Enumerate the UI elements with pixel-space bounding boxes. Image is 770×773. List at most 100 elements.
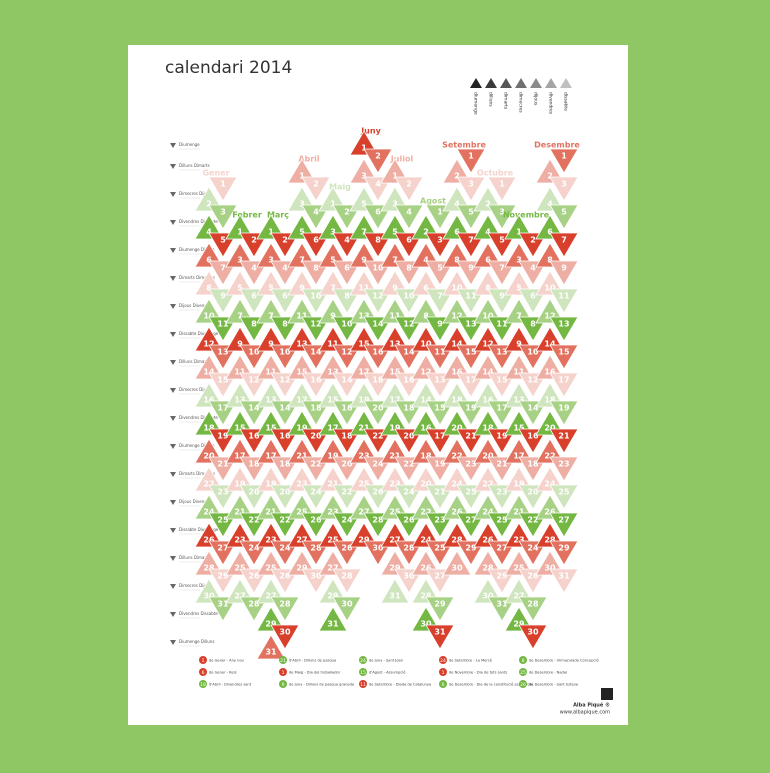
day-number: 7 xyxy=(361,228,367,237)
day-number: 17 xyxy=(465,376,476,385)
day-number: 14 xyxy=(482,368,494,377)
holiday-badge xyxy=(519,668,527,676)
day-cell xyxy=(549,316,579,342)
day-number: 18 xyxy=(372,376,384,385)
day-number: 5 xyxy=(330,256,336,265)
day-cell xyxy=(549,344,579,370)
day-number: 19 xyxy=(513,480,525,489)
holiday-text: de Setembre - Diada de Catalunya xyxy=(369,683,431,687)
day-number: 1 xyxy=(361,144,367,153)
day-number: 8 xyxy=(344,292,350,301)
day-number: 29 xyxy=(496,572,508,581)
day-number: 4 xyxy=(530,264,536,273)
holiday-day: 24 xyxy=(360,658,366,664)
day-number: 26 xyxy=(420,564,432,573)
day-number: 13 xyxy=(513,396,524,405)
row-marker xyxy=(170,472,176,477)
day-cell xyxy=(549,512,579,538)
day-number: 14 xyxy=(372,320,384,329)
day-number: 3 xyxy=(561,180,567,189)
holiday-badge xyxy=(359,656,367,664)
day-number: 22 xyxy=(372,432,383,441)
day-number: 8 xyxy=(251,320,257,329)
day-number: 6 xyxy=(547,228,553,237)
day-number: 13 xyxy=(358,312,369,321)
weekday-legend-triangle xyxy=(500,78,512,88)
day-number: 12 xyxy=(203,340,214,349)
day-cell xyxy=(549,428,579,454)
day-number: 15 xyxy=(217,376,229,385)
holiday-badge xyxy=(279,656,287,664)
day-number: 27 xyxy=(434,572,445,581)
day-number: 1 xyxy=(299,172,305,181)
day-number: 14 xyxy=(310,348,322,357)
day-number: 30 xyxy=(544,564,556,573)
day-number: 6 xyxy=(344,264,350,273)
day-number: 1 xyxy=(437,208,443,217)
day-number: 7 xyxy=(392,256,398,265)
day-number: 22 xyxy=(203,480,214,489)
day-number: 7 xyxy=(268,312,274,321)
weekday-legend-label: diumenge xyxy=(473,92,479,115)
day-number: 13 xyxy=(496,348,507,357)
row-label: Dissabte Diumenge xyxy=(179,331,219,336)
day-cell xyxy=(487,204,517,230)
day-number: 1 xyxy=(499,180,505,189)
day-number: 24 xyxy=(451,480,463,489)
day-number: 29 xyxy=(434,600,446,609)
day-number: 23 xyxy=(234,536,245,545)
day-number: 5 xyxy=(468,208,474,217)
day-number: 6 xyxy=(282,292,288,301)
day-number: 19 xyxy=(265,480,277,489)
holiday-text: d'Abril - Divendres sant xyxy=(209,683,252,687)
day-number: 28 xyxy=(203,564,215,573)
day-number: 11 xyxy=(513,368,525,377)
day-number: 10 xyxy=(372,264,384,273)
day-number: 15 xyxy=(389,368,401,377)
day-number: 6 xyxy=(454,228,460,237)
day-cell xyxy=(456,148,486,174)
holiday-badge xyxy=(279,668,287,676)
day-number: 28 xyxy=(279,600,291,609)
day-number: 11 xyxy=(358,284,370,293)
holiday-day: 1 xyxy=(202,658,205,664)
day-number: 2 xyxy=(423,228,429,237)
day-number: 2 xyxy=(454,172,460,181)
day-number: 14 xyxy=(341,376,353,385)
day-number: 7 xyxy=(299,256,305,265)
day-number: 2 xyxy=(530,236,536,245)
day-number: 11 xyxy=(434,348,446,357)
day-number: 26 xyxy=(341,544,353,553)
day-number: 3 xyxy=(468,180,474,189)
day-number: 19 xyxy=(217,432,229,441)
holiday-badge xyxy=(519,656,527,664)
day-number: 18 xyxy=(341,432,353,441)
day-number: 17 xyxy=(513,452,524,461)
day-cell xyxy=(549,456,579,482)
holiday-text: de Desembre - Sant Esteve xyxy=(529,683,579,687)
day-number: 24 xyxy=(482,508,494,517)
day-number: 19 xyxy=(327,452,339,461)
day-number: 25 xyxy=(265,564,277,573)
row-label: Dimecres Dijous xyxy=(179,387,212,392)
day-number: 17 xyxy=(389,396,400,405)
day-number: 21 xyxy=(558,432,570,441)
day-number: 12 xyxy=(403,320,414,329)
day-number: 14 xyxy=(544,340,556,349)
day-number: 9 xyxy=(220,292,226,301)
row-marker xyxy=(170,304,176,309)
day-cell xyxy=(380,578,410,604)
day-number: 12 xyxy=(248,376,259,385)
holiday-day: 9 xyxy=(282,682,285,688)
row-marker xyxy=(170,388,176,393)
day-number: 21 xyxy=(296,452,308,461)
weekday-legend-label: dimarts xyxy=(503,92,509,110)
day-number: 25 xyxy=(496,516,508,525)
day-number: 7 xyxy=(516,312,522,321)
day-number: 22 xyxy=(341,488,352,497)
day-number: 23 xyxy=(496,488,507,497)
day-number: 3 xyxy=(392,200,398,209)
day-number: 1 xyxy=(516,228,522,237)
day-number: 11 xyxy=(265,368,277,377)
day-number: 22 xyxy=(248,516,259,525)
